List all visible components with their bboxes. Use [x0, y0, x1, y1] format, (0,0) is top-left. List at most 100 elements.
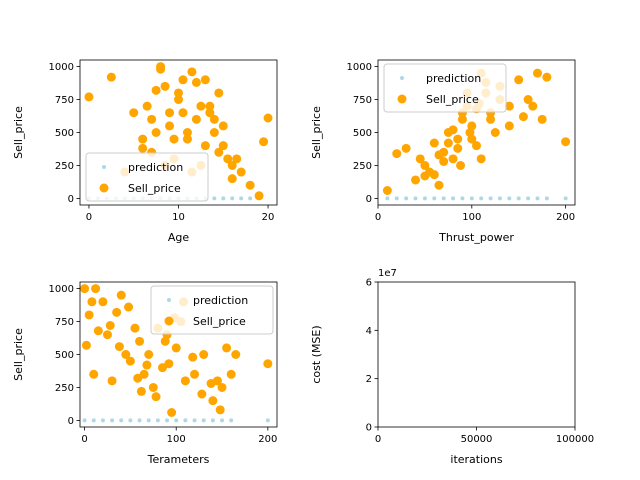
prediction-point — [183, 418, 188, 423]
prediction-point — [230, 196, 235, 201]
subplot-1: 0 10 2002505007501000AgeSell_pricepredicti… — [12, 59, 278, 244]
x-tick-label: 50000 — [461, 434, 493, 445]
prediction-point — [165, 418, 170, 423]
sell-price-point — [102, 330, 112, 340]
x-tick-label: 100 — [462, 212, 481, 223]
y-tick-label: 250 — [55, 161, 74, 172]
sell-price-point — [84, 310, 94, 320]
sell-price-point — [147, 114, 157, 124]
legend: prediction Sell_price — [85, 152, 209, 202]
sell-price-point — [148, 382, 158, 392]
sell-price-point — [227, 160, 237, 170]
x-tick-label: 20 — [262, 212, 275, 223]
sell-price-point — [116, 290, 126, 300]
sell-price-point — [187, 67, 197, 77]
sell-price-point — [205, 101, 215, 111]
y-tick-label: 500 — [55, 128, 74, 139]
sell-price-point — [420, 160, 430, 170]
prediction-point — [119, 418, 124, 423]
x-tick-label: 100 — [167, 434, 186, 445]
sell-price-point — [182, 128, 192, 137]
sell-price-point — [135, 336, 145, 346]
sell-price-point — [456, 160, 466, 170]
prediction-point — [394, 196, 399, 201]
sell-price-point — [142, 101, 152, 111]
sell-price-point — [91, 284, 101, 294]
prediction-point — [229, 418, 234, 423]
sell-price-point — [165, 121, 175, 131]
sell-price-point — [151, 85, 161, 95]
y-tick-label: 0 — [366, 423, 372, 434]
prediction-point — [174, 418, 179, 423]
sell-price-point — [523, 95, 533, 105]
y-tick-label: 1000 — [49, 284, 74, 295]
sell-price-point — [420, 171, 430, 181]
y-tick-label: 1000 — [347, 62, 372, 73]
sell-price-point — [448, 125, 458, 135]
sell-price-point — [197, 389, 207, 399]
sell-price-point — [415, 154, 425, 164]
sell-price-point — [472, 141, 481, 151]
x-tick-label: 10 — [172, 212, 185, 223]
x-tick-label: 0 — [86, 212, 92, 223]
sell-price-point — [561, 137, 571, 147]
prediction-point — [212, 196, 217, 201]
sell-price-point — [106, 72, 116, 82]
prediction-point — [221, 196, 226, 201]
sell-price-point — [130, 323, 140, 333]
sell-price-point — [121, 350, 131, 359]
y-tick-label: 250 — [55, 383, 74, 394]
sell-price-point — [504, 121, 514, 131]
sell-price-point — [199, 350, 209, 359]
sell-price-point — [382, 186, 392, 195]
sell-price-point — [200, 141, 210, 151]
sell-price-point — [133, 373, 143, 383]
x-tick-label: 0 — [375, 212, 381, 223]
prediction-point — [422, 196, 427, 201]
prediction-point — [451, 196, 456, 201]
y-tick-label: 750 — [55, 95, 74, 106]
sell-price-point — [443, 138, 453, 148]
sell-price-point — [490, 128, 500, 137]
sell-price-point — [190, 369, 200, 379]
sell-price-point — [245, 180, 255, 190]
sell-price-point — [226, 369, 236, 379]
sell-price-point — [156, 64, 166, 74]
sell-price-point — [191, 77, 201, 87]
sell-price-point — [392, 149, 402, 159]
sell-price-point — [448, 154, 458, 164]
sell-price-point — [151, 392, 161, 402]
x-tick-label: 100000 — [556, 434, 594, 445]
y-tick-label: 750 — [55, 317, 74, 328]
sell-price-point — [174, 95, 183, 105]
prediction-point — [526, 196, 531, 201]
sell-price-point — [214, 88, 224, 98]
sell-price-point — [93, 326, 103, 336]
sell-price-point — [212, 376, 222, 386]
x-tick-label: 200 — [258, 434, 277, 445]
prediction-point — [128, 418, 133, 423]
sell-price-point — [542, 72, 552, 82]
prediction-point — [91, 418, 96, 423]
prediction-point — [488, 196, 493, 201]
legend-box — [383, 63, 507, 113]
legend-box — [85, 152, 209, 202]
prediction-point — [479, 196, 484, 201]
legend-entry: Sell_price — [193, 315, 246, 328]
sell-price-point — [138, 134, 148, 144]
sell-price-point — [528, 101, 538, 111]
legend-marker — [99, 183, 109, 193]
prediction-point — [516, 196, 521, 201]
sell-price-point — [236, 167, 246, 177]
y-tick-label: 0 — [68, 194, 74, 205]
legend-marker — [164, 316, 174, 326]
prediction-point — [210, 418, 215, 423]
legend-entry: Sell_price — [426, 93, 479, 106]
legend-entry: Sell_price — [128, 182, 181, 195]
sell-price-point — [532, 68, 542, 78]
y-tick-label: 1000 — [49, 62, 74, 73]
x-axis-label: Terameters — [147, 453, 210, 466]
sell-price-point — [188, 352, 198, 362]
sell-price-point — [191, 114, 201, 124]
subplot-3: 0 100 200 0 250 500 750 1000 Terameters Sell_pric… — [12, 281, 278, 466]
